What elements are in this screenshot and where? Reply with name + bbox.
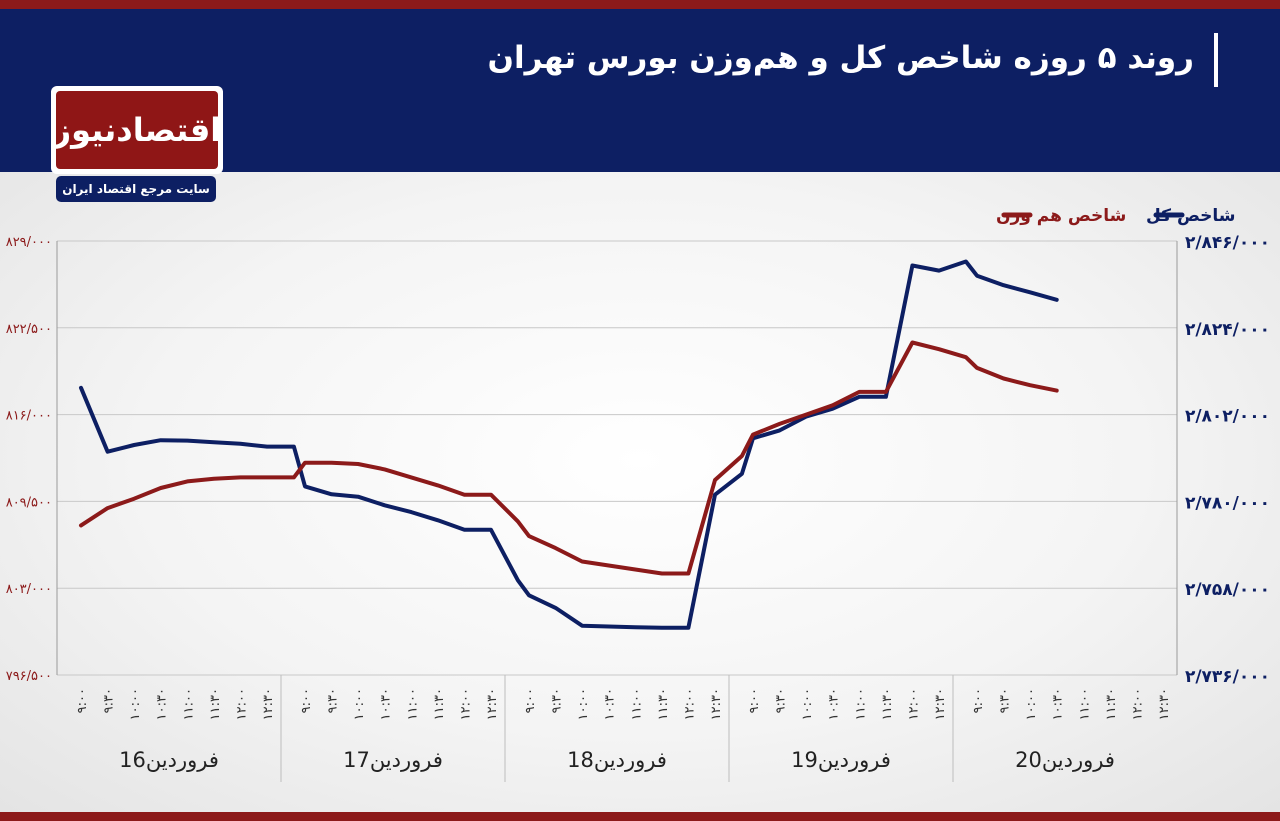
time-labels: ۹:۰۰ ۹:۳۰ ۱۰:۰۰ ۱۰:۳۰ ۱۱:۰۰ ۱۱:۳۰ ۱۲:۰۰ ۱۲:۳۰ ۹:… [75, 688, 1172, 720]
time-tick-label: ۱۲:۳۰ [261, 688, 276, 720]
time-tick-label: ۹:۳۰ [998, 688, 1013, 713]
left-axis-tick-label: ۸۲۹/۰۰۰ [6, 235, 52, 250]
left-axis-tick-label: ۸۱۶/۰۰۰ [6, 409, 52, 424]
time-tick-label: ۱۰:۰۰ [352, 688, 367, 720]
time-tick-label: ۱۱:۰۰ [1077, 688, 1092, 720]
time-tick-label: ۱۰:۰۰ [128, 688, 143, 720]
left-axis-tick-label: ۸۰۹/۵۰۰ [6, 495, 52, 510]
series-line-0 [79, 259, 1059, 630]
time-tick-label: ۱۲:۰۰ [682, 688, 697, 720]
time-tick-label: ۱۱:۳۰ [880, 688, 895, 720]
time-tick-label: ۱۲:۳۰ [933, 688, 948, 720]
time-tick-label: ۱۰:۳۰ [827, 688, 842, 720]
right-axis-tick-label: ۲/۸۰۲/۰۰۰ [1185, 407, 1270, 427]
axis-lines [56, 241, 1178, 675]
time-tick-label: ۹:۳۰ [326, 688, 341, 713]
bottom-accent-bar [0, 812, 1280, 821]
day-separators [280, 675, 954, 782]
left-axis-tick-label: ۷۹۶/۵۰۰ [6, 669, 52, 684]
series-lines [79, 259, 1059, 630]
right-axis-tick-label: ۲/۷۸۰/۰۰۰ [1185, 493, 1270, 513]
time-tick-label: ۱۰:۰۰ [576, 688, 591, 720]
right-axis-tick-label: ۲/۸۲۴/۰۰۰ [1185, 320, 1270, 340]
chart-background [0, 172, 1280, 812]
left-axis-tick-label: ۸۲۲/۵۰۰ [6, 322, 52, 337]
day-label: 19فروردین [791, 748, 891, 772]
time-tick-label: ۱۰:۳۰ [155, 688, 170, 720]
day-labels: 16فروردین 17فروردین 18فروردین 19فروردین 20فر… [119, 748, 1115, 772]
time-tick-label: ۹:۰۰ [747, 688, 762, 713]
page-title: روند ۵ روزه شاخص کل و هم‌وزن بورس تهران [487, 40, 1194, 76]
time-tick-label: ۱۲:۰۰ [458, 688, 473, 720]
time-tick-label: ۱۱:۰۰ [405, 688, 420, 720]
time-tick-label: ۱۰:۳۰ [379, 688, 394, 720]
day-label: 16فروردین [119, 748, 219, 772]
time-tick-label: ۱۱:۰۰ [853, 688, 868, 720]
gridlines [57, 240, 1177, 676]
right-axis-tick-label: ۲/۸۴۶/۰۰۰ [1185, 233, 1270, 253]
time-tick-label: ۱۱:۳۰ [656, 688, 671, 720]
legend-label: شاخص کل [1146, 206, 1236, 226]
legend-label: شاخص هم وزن [996, 206, 1126, 226]
title-divider [1214, 33, 1218, 87]
time-tick-label: ۹:۰۰ [523, 688, 538, 713]
time-tick-label: ۹:۰۰ [75, 688, 90, 713]
time-tick-label: ۹:۰۰ [299, 688, 314, 713]
time-tick-label: ۱۲:۳۰ [1157, 688, 1172, 720]
legend: شاخص کل شاخص هم وزن [996, 206, 1236, 226]
left-axis-tick-label: ۸۰۳/۰۰۰ [6, 582, 52, 597]
logo-tagline: سایت مرجع اقتصاد ایران [56, 176, 216, 202]
time-tick-label: ۱۰:۳۰ [1051, 688, 1066, 720]
time-tick-label: ۱۲:۳۰ [485, 688, 500, 720]
time-tick-label: ۱۲:۰۰ [1130, 688, 1145, 720]
day-label: 20فروردین [1015, 748, 1115, 772]
time-tick-label: ۱۲:۳۰ [709, 688, 724, 720]
top-accent-bar [0, 0, 1280, 9]
right-axis-tick-label: ۲/۷۳۶/۰۰۰ [1185, 667, 1270, 687]
time-tick-label: ۱۱:۰۰ [629, 688, 644, 720]
right-axis-labels: ۲/۸۴۶/۰۰۰ ۲/۸۲۴/۰۰۰ ۲/۸۰۲/۰۰۰ ۲/۷۸۰/۰۰۰ ۲/۷۵… [1185, 233, 1270, 687]
left-axis-labels: ۸۲۹/۰۰۰ ۸۲۲/۵۰۰ ۸۱۶/۰۰۰ ۸۰۹/۵۰۰ ۸۰۳/۰۰۰ ۷۹۶/۵… [6, 235, 52, 684]
time-tick-label: ۱۱:۳۰ [208, 688, 223, 720]
logo-name: اقتصادنیوز [53, 91, 221, 169]
right-axis-tick-label: ۲/۷۵۸/۰۰۰ [1185, 580, 1270, 600]
time-tick-label: ۱۲:۰۰ [234, 688, 249, 720]
time-tick-label: ۹:۳۰ [550, 688, 565, 713]
day-label: 18فروردین [567, 748, 667, 772]
time-tick-label: ۱۱:۳۰ [1104, 688, 1119, 720]
time-tick-label: ۱۱:۳۰ [432, 688, 447, 720]
time-tick-label: ۱۰:۰۰ [1024, 688, 1039, 720]
time-tick-label: ۹:۳۰ [102, 688, 117, 713]
time-tick-label: ۱۰:۰۰ [800, 688, 815, 720]
day-label: 17فروردین [343, 748, 443, 772]
time-tick-label: ۱۱:۰۰ [181, 688, 196, 720]
time-tick-label: ۹:۳۰ [774, 688, 789, 713]
series-line-1 [79, 340, 1059, 576]
time-tick-label: ۱۲:۰۰ [906, 688, 921, 720]
time-tick-label: ۱۰:۳۰ [603, 688, 618, 720]
logo[interactable]: اقتصادنیوز [51, 86, 223, 174]
time-tick-label: ۹:۰۰ [971, 688, 986, 713]
